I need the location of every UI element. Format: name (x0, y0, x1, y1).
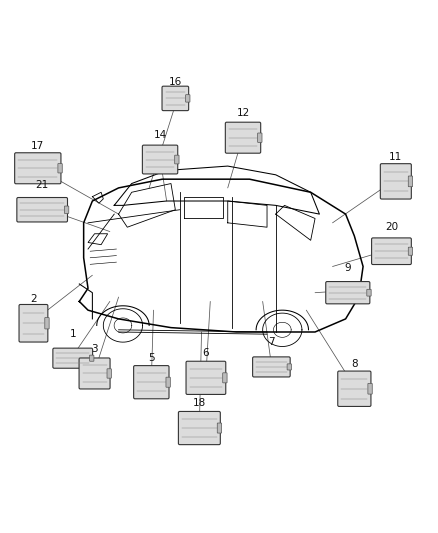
FancyBboxPatch shape (368, 383, 372, 394)
FancyBboxPatch shape (371, 238, 411, 264)
FancyBboxPatch shape (107, 369, 111, 378)
Text: 17: 17 (31, 141, 44, 151)
FancyBboxPatch shape (58, 164, 62, 173)
FancyBboxPatch shape (217, 423, 222, 433)
FancyBboxPatch shape (326, 281, 370, 304)
FancyBboxPatch shape (225, 122, 261, 153)
Text: 3: 3 (91, 344, 98, 354)
FancyBboxPatch shape (223, 373, 227, 383)
Text: 12: 12 (237, 108, 250, 118)
Text: 8: 8 (351, 359, 358, 369)
FancyBboxPatch shape (253, 357, 290, 377)
FancyBboxPatch shape (367, 289, 371, 296)
Text: 7: 7 (268, 337, 275, 348)
FancyBboxPatch shape (175, 155, 179, 164)
Text: 16: 16 (169, 77, 182, 87)
FancyBboxPatch shape (166, 377, 170, 387)
FancyBboxPatch shape (17, 198, 67, 222)
FancyBboxPatch shape (178, 411, 220, 445)
Text: 5: 5 (148, 352, 155, 362)
Text: 9: 9 (345, 263, 351, 273)
FancyBboxPatch shape (287, 364, 291, 370)
FancyBboxPatch shape (19, 304, 48, 342)
FancyBboxPatch shape (14, 153, 61, 184)
FancyBboxPatch shape (186, 361, 226, 394)
FancyBboxPatch shape (142, 145, 178, 174)
Text: 11: 11 (389, 152, 403, 161)
FancyBboxPatch shape (162, 86, 189, 111)
FancyBboxPatch shape (338, 371, 371, 407)
Text: 2: 2 (30, 294, 37, 304)
Text: 21: 21 (35, 180, 49, 190)
Text: 1: 1 (69, 328, 76, 338)
Text: 18: 18 (193, 398, 206, 408)
FancyBboxPatch shape (134, 366, 169, 399)
FancyBboxPatch shape (258, 133, 262, 142)
FancyBboxPatch shape (380, 164, 411, 199)
FancyBboxPatch shape (186, 95, 190, 102)
FancyBboxPatch shape (53, 348, 92, 368)
FancyBboxPatch shape (408, 176, 413, 187)
FancyBboxPatch shape (64, 206, 69, 213)
Text: 14: 14 (153, 130, 167, 140)
FancyBboxPatch shape (79, 358, 110, 389)
Text: 6: 6 (203, 348, 209, 358)
FancyBboxPatch shape (408, 247, 413, 255)
Text: 20: 20 (385, 222, 398, 231)
FancyBboxPatch shape (89, 355, 94, 361)
FancyBboxPatch shape (45, 318, 49, 329)
